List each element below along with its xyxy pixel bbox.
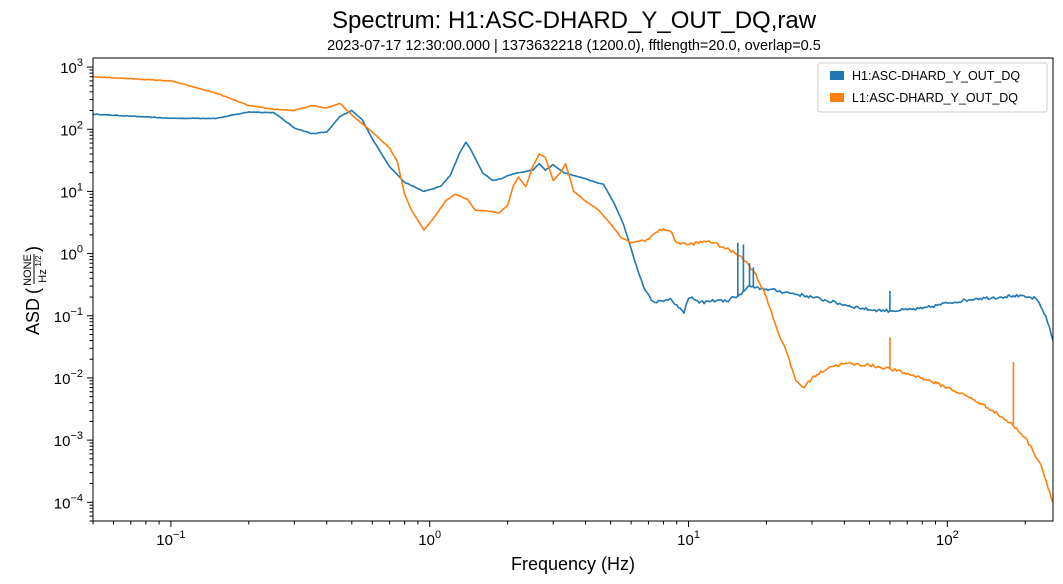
y-tick-label: 10−3 <box>54 430 83 450</box>
legend: H1:ASC-DHARD_Y_OUT_DQ L1:ASC-DHARD_Y_OUT… <box>817 62 1048 113</box>
y-tick-label: 102 <box>60 119 83 139</box>
x-tick-label: 10−1 <box>156 529 185 549</box>
y-tick-label: 103 <box>60 57 83 77</box>
plot-frame <box>92 57 1054 522</box>
chart-title: Spectrum: H1:ASC-DHARD_Y_OUT_DQ,raw <box>332 7 817 34</box>
y-tick-label: 101 <box>60 181 83 201</box>
y-axis-label: ASD ( NONE Hz 1/2 ) <box>22 246 49 335</box>
y-axis-label-close-paren: ) <box>23 246 43 252</box>
series-layer <box>93 75 1053 503</box>
legend-swatch-h1 <box>830 71 844 80</box>
series-line-1 <box>93 75 1053 503</box>
y-axis-unit-denominator: Hz <box>37 269 49 282</box>
x-tick-label: 102 <box>936 529 959 549</box>
x-tick-label: 101 <box>677 529 700 549</box>
x-axis-label: Frequency (Hz) <box>511 554 635 574</box>
legend-swatch-l1 <box>830 93 844 102</box>
series-line-0 <box>93 109 1053 341</box>
x-axis: 10−1 100 101 102 <box>92 521 1026 549</box>
chart-subtitle: 2023-07-17 12:30:00.000 | 1373632218 (12… <box>327 38 821 54</box>
legend-label-h1: H1:ASC-DHARD_Y_OUT_DQ <box>852 69 1020 83</box>
y-tick-label: 100 <box>60 244 83 264</box>
legend-label-l1: L1:ASC-DHARD_Y_OUT_DQ <box>852 91 1018 105</box>
y-axis-unit-exponent: 1/2 <box>34 255 43 267</box>
legend-box <box>817 62 1048 113</box>
y-tick-label: 10−2 <box>54 368 83 388</box>
y-axis: 10−4 10−3 10−2 10−1 100 101 102 103 <box>54 57 93 522</box>
y-tick-label: 10−1 <box>54 306 83 326</box>
y-axis-unit-numerator: NONE <box>22 254 34 286</box>
y-axis-label-prefix: ASD <box>23 298 43 335</box>
x-tick-label: 100 <box>418 529 441 549</box>
y-tick-label: 10−4 <box>54 492 83 512</box>
y-axis-label-open-paren: ( <box>23 288 43 294</box>
